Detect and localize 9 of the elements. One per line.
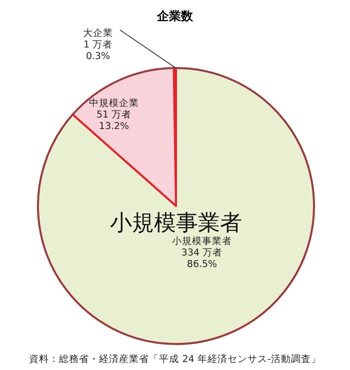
chart-title: 企業数 (156, 9, 194, 23)
data-label: 1 万者 0.3% (83, 38, 113, 62)
data-label: 334 万者 86.5% (181, 246, 223, 270)
slice-label: 中規模企業 (89, 97, 139, 109)
slice-label: 小規模事業者 (172, 235, 232, 247)
slice-label: 大企業 (83, 27, 113, 39)
data-label: 51 万者 13.2% (96, 108, 132, 132)
text: 資料：総務省・経済産業省「平成 24 年経済センサス-活動調査」 (29, 353, 321, 365)
text: 小規模事業者 (110, 211, 242, 236)
